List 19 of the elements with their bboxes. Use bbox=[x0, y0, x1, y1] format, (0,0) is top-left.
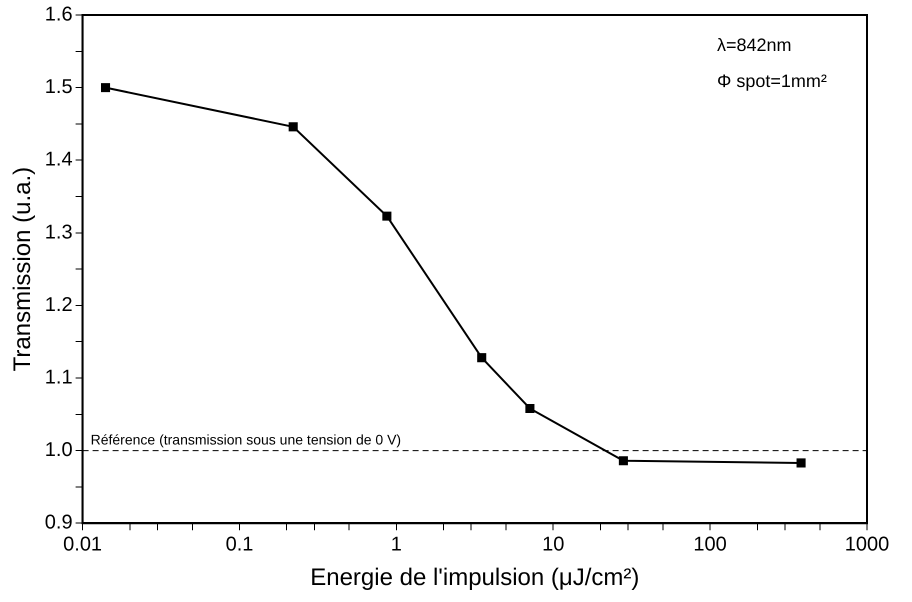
y-tick-label: 1.1 bbox=[44, 366, 73, 389]
x-tick-label: 10 bbox=[542, 534, 564, 556]
ref-line-label: Référence (transmission sous une tension de 0 V) bbox=[90, 431, 402, 448]
y-tick-label: 1.5 bbox=[44, 76, 73, 98]
y-tick-label: 1.4 bbox=[44, 148, 73, 171]
annotation: λ=842nm bbox=[717, 34, 792, 55]
y-tick-label: 1.0 bbox=[44, 439, 73, 462]
x-tick-label: 0.01 bbox=[63, 534, 102, 556]
x-tick-label: 1 bbox=[390, 534, 402, 556]
y-tick-label: 1.2 bbox=[44, 294, 73, 316]
y-axis-title: Transmission (u.a.) bbox=[9, 166, 36, 372]
y-tick-label: 1.3 bbox=[44, 221, 73, 244]
y-tick-label: 0.9 bbox=[44, 512, 73, 534]
x-tick-label: 100 bbox=[693, 534, 727, 556]
x-tick-label: 0.1 bbox=[226, 534, 254, 556]
y-tick-label: 1.6 bbox=[44, 4, 73, 26]
x-axis-title: Energie de l'impulsion (μJ/cm²) bbox=[310, 564, 640, 592]
x-tick-label: 1000 bbox=[844, 534, 890, 556]
annotation: Φ spot=1mm² bbox=[717, 70, 827, 91]
